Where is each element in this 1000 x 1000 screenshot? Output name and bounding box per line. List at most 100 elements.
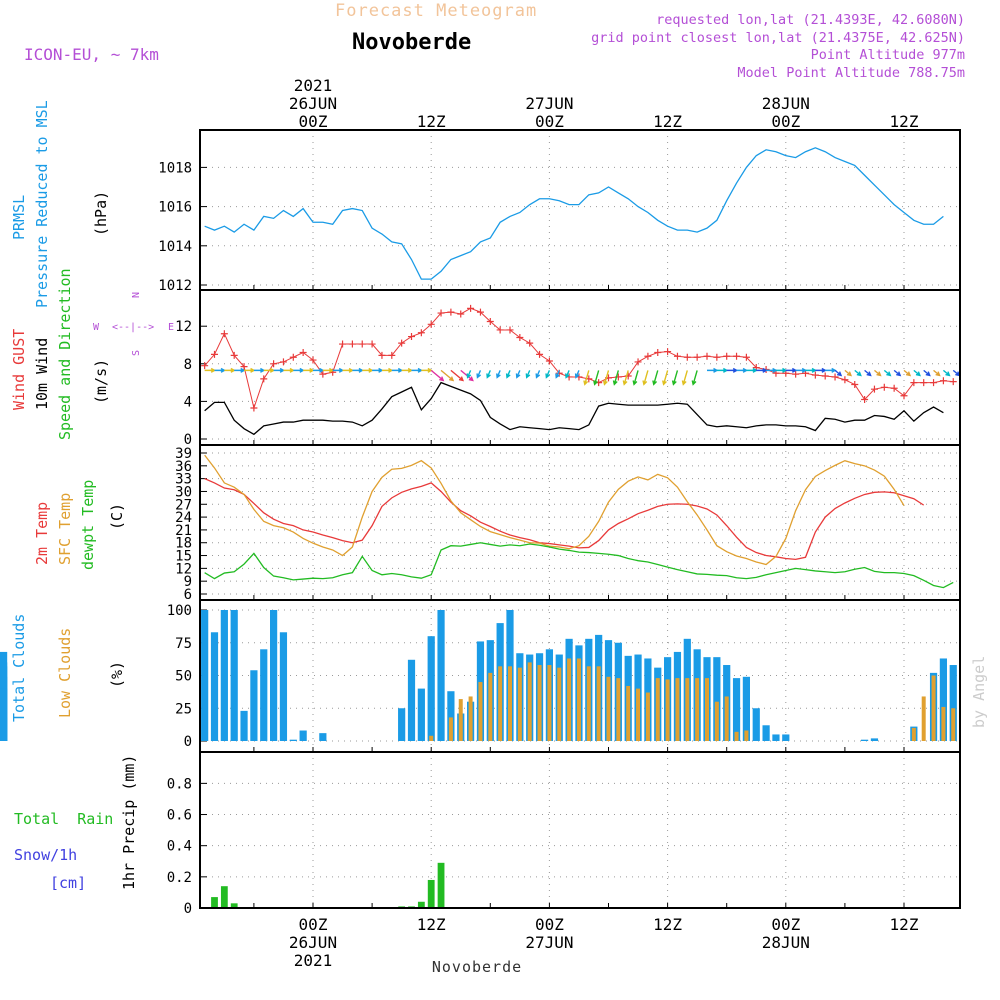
low-cloud-bar [498, 666, 503, 741]
low-cloud-bar [606, 676, 611, 741]
gust-point [851, 380, 859, 388]
wind-arrow [691, 370, 698, 386]
gust-point [378, 351, 386, 359]
total-cloud-bar [407, 659, 416, 741]
label-total-rain: Total Rain [14, 810, 113, 828]
y-tick-label: 15 [175, 549, 192, 565]
total-cloud-bar [732, 678, 741, 741]
total-cloud-bar [220, 610, 228, 741]
time-label: 28JUN [762, 94, 810, 113]
total-cloud-bar [762, 725, 770, 741]
gust-point [348, 340, 356, 348]
total-cloud-bar [279, 632, 288, 741]
gust-point [467, 304, 475, 312]
footer-location: Novoberde [432, 958, 522, 976]
time-label: 00Z [535, 915, 564, 934]
gust-point [437, 309, 445, 317]
y-tick-label: 0.2 [167, 870, 192, 886]
chart-title: Novoberde [352, 30, 471, 55]
dewpt-temp-line [204, 542, 954, 589]
total-cloud-bar [230, 610, 238, 741]
time-label: 00Z [299, 112, 328, 131]
gust-point [270, 360, 278, 368]
point-altitude: Point Altitude 977m [811, 47, 965, 63]
low-cloud-bar [705, 678, 709, 741]
wind-arrow [515, 370, 521, 379]
low-cloud-bar [744, 730, 749, 741]
y-tick-label: 1014 [158, 239, 192, 255]
total-cloud-bar [427, 636, 435, 741]
low-cloud-bar [557, 667, 562, 741]
gust-point [536, 350, 544, 358]
low-cloud-bar [921, 696, 926, 741]
gust-point [260, 375, 268, 383]
compass-icon: N <--|--> W E S [93, 292, 174, 356]
low-cloud-bar [586, 666, 591, 741]
gust-point [644, 352, 652, 360]
time-label: 26JUN [289, 933, 337, 952]
low-cloud-bar [468, 696, 473, 741]
total-cloud-bar [250, 670, 258, 741]
wind-arrow [662, 370, 669, 386]
wind-arrow [535, 370, 541, 379]
label-snow: Snow/1h [14, 846, 77, 864]
time-label: 00Z [299, 915, 328, 934]
gust-point [457, 310, 465, 318]
wind-arrow [652, 370, 659, 386]
gust-point [516, 333, 524, 341]
y-tick-label: 9 [184, 574, 192, 590]
gust-point [526, 339, 534, 347]
grid-point-coords: grid point closest lon,lat (21.4375E, 42… [591, 30, 965, 46]
low-cloud-bar [508, 666, 512, 741]
wind-arrow [632, 370, 639, 386]
wind-arrow [496, 370, 501, 379]
y-tick-label: 8 [184, 357, 192, 373]
y-tick-label: 1018 [158, 160, 192, 176]
time-label: 12Z [417, 915, 446, 934]
gust-point [496, 326, 504, 334]
gust-point [398, 339, 406, 347]
total-cloud-bar [417, 688, 425, 741]
gust-point [821, 372, 829, 380]
total-cloud-bar [201, 610, 209, 741]
gust-point [742, 353, 750, 361]
y-tick-label: 0 [184, 432, 192, 448]
label-pressure-msl: Pressure Reduced to MSL [33, 100, 51, 308]
time-label: 27JUN [525, 933, 573, 952]
cloud-bars [0, 610, 957, 741]
total-cloud-bar [752, 708, 760, 741]
low-cloud-bar [517, 667, 522, 741]
label-speed-direction: Speed and Direction [56, 268, 74, 440]
label-1hr-precip: 1hr Precip (mm) [120, 755, 138, 890]
low-cloud-bar [724, 696, 729, 741]
compass-east: E [168, 322, 174, 333]
y-tick-label: 6 [184, 587, 192, 603]
wind-arrow [505, 370, 511, 379]
gust-point [900, 392, 908, 400]
wind-arrow [555, 370, 560, 379]
gust-point [279, 358, 287, 366]
wind-arrow [844, 369, 853, 377]
y-tick-label: 75 [175, 636, 192, 652]
low-cloud-bar [911, 727, 916, 741]
total-cloud-bar [447, 691, 455, 741]
total-cloud-bar [713, 657, 721, 741]
wind-arrow [874, 369, 882, 377]
wind-arrow [602, 370, 610, 386]
gust-point [831, 373, 839, 381]
total-cloud-bar [260, 649, 268, 741]
temperature-series [204, 454, 954, 589]
y-tick-label: 50 [175, 669, 192, 685]
total-cloud-bar [870, 738, 879, 741]
y-tick-label: 0.6 [167, 808, 192, 824]
time-label: 12Z [417, 112, 446, 131]
wind-arrow [864, 369, 872, 377]
y-tick-label: 100 [167, 603, 192, 619]
wind-arrow [854, 369, 862, 377]
2m-temp-line [204, 478, 925, 561]
gust-point [506, 326, 514, 334]
time-label: 2021 [294, 951, 333, 970]
low-cloud-bar [576, 658, 581, 741]
wind-arrow [893, 369, 902, 377]
